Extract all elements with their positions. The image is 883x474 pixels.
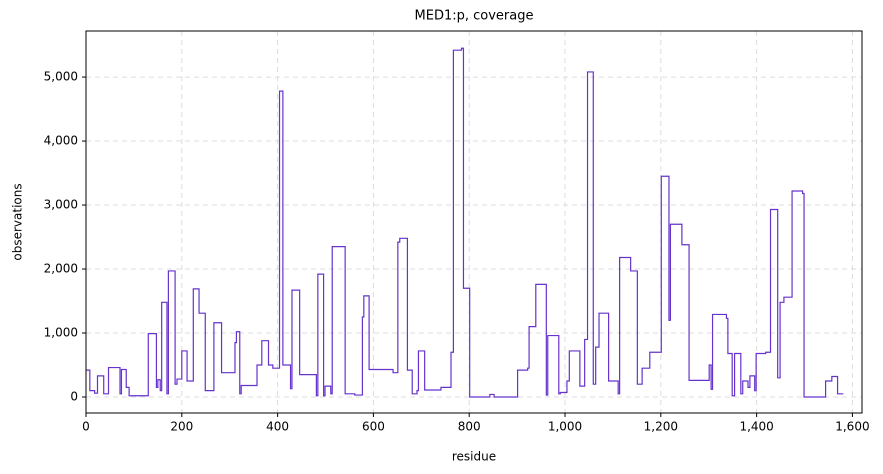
- x-tick-label: 0: [82, 420, 90, 434]
- x-tick-label: 600: [362, 420, 385, 434]
- x-tick-label: 200: [170, 420, 193, 434]
- x-axis-label: residue: [452, 450, 496, 464]
- x-tick-label: 400: [266, 420, 289, 434]
- x-tick-label: 800: [458, 420, 481, 434]
- y-tick-label: 5,000: [44, 70, 78, 84]
- plot-frame: [85, 30, 863, 414]
- chart-title: MED1:p, coverage: [415, 9, 534, 24]
- coverage-line: [86, 47, 844, 398]
- y-tick-label: 0: [70, 390, 78, 404]
- x-tick-label: 1,000: [548, 420, 582, 434]
- x-tick-label: 1,400: [739, 420, 773, 434]
- y-axis-label: observations: [11, 183, 25, 260]
- y-tick-label: 3,000: [44, 198, 78, 212]
- x-tick-label: 1,600: [835, 420, 869, 434]
- x-tick-label: 1,200: [644, 420, 678, 434]
- y-tick-label: 2,000: [44, 262, 78, 276]
- y-tick-label: 1,000: [44, 326, 78, 340]
- y-tick-label: 4,000: [44, 134, 78, 148]
